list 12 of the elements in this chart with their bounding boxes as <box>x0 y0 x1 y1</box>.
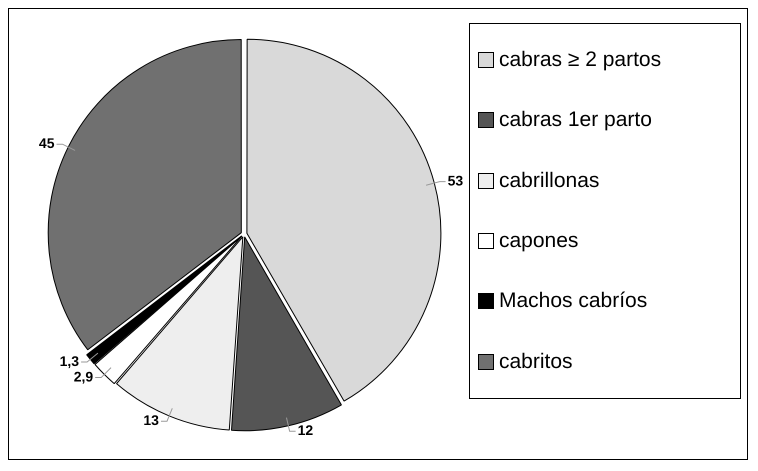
data-label: 2,9 <box>74 368 94 384</box>
legend-label: cabrillonas <box>499 168 600 193</box>
legend-label: Machos cabríos <box>499 289 648 314</box>
legend-label: capones <box>499 229 578 254</box>
data-label: 45 <box>38 135 55 152</box>
data-label: 53 <box>448 172 464 188</box>
legend-label: cabras ≥ 2 partos <box>499 48 662 72</box>
legend-label: cabritos <box>499 350 573 374</box>
legend-label: cabras 1er parto <box>499 108 652 132</box>
data-label: 12 <box>298 422 314 438</box>
data-label: 13 <box>143 412 160 428</box>
data-label: 1,3 <box>60 352 80 369</box>
